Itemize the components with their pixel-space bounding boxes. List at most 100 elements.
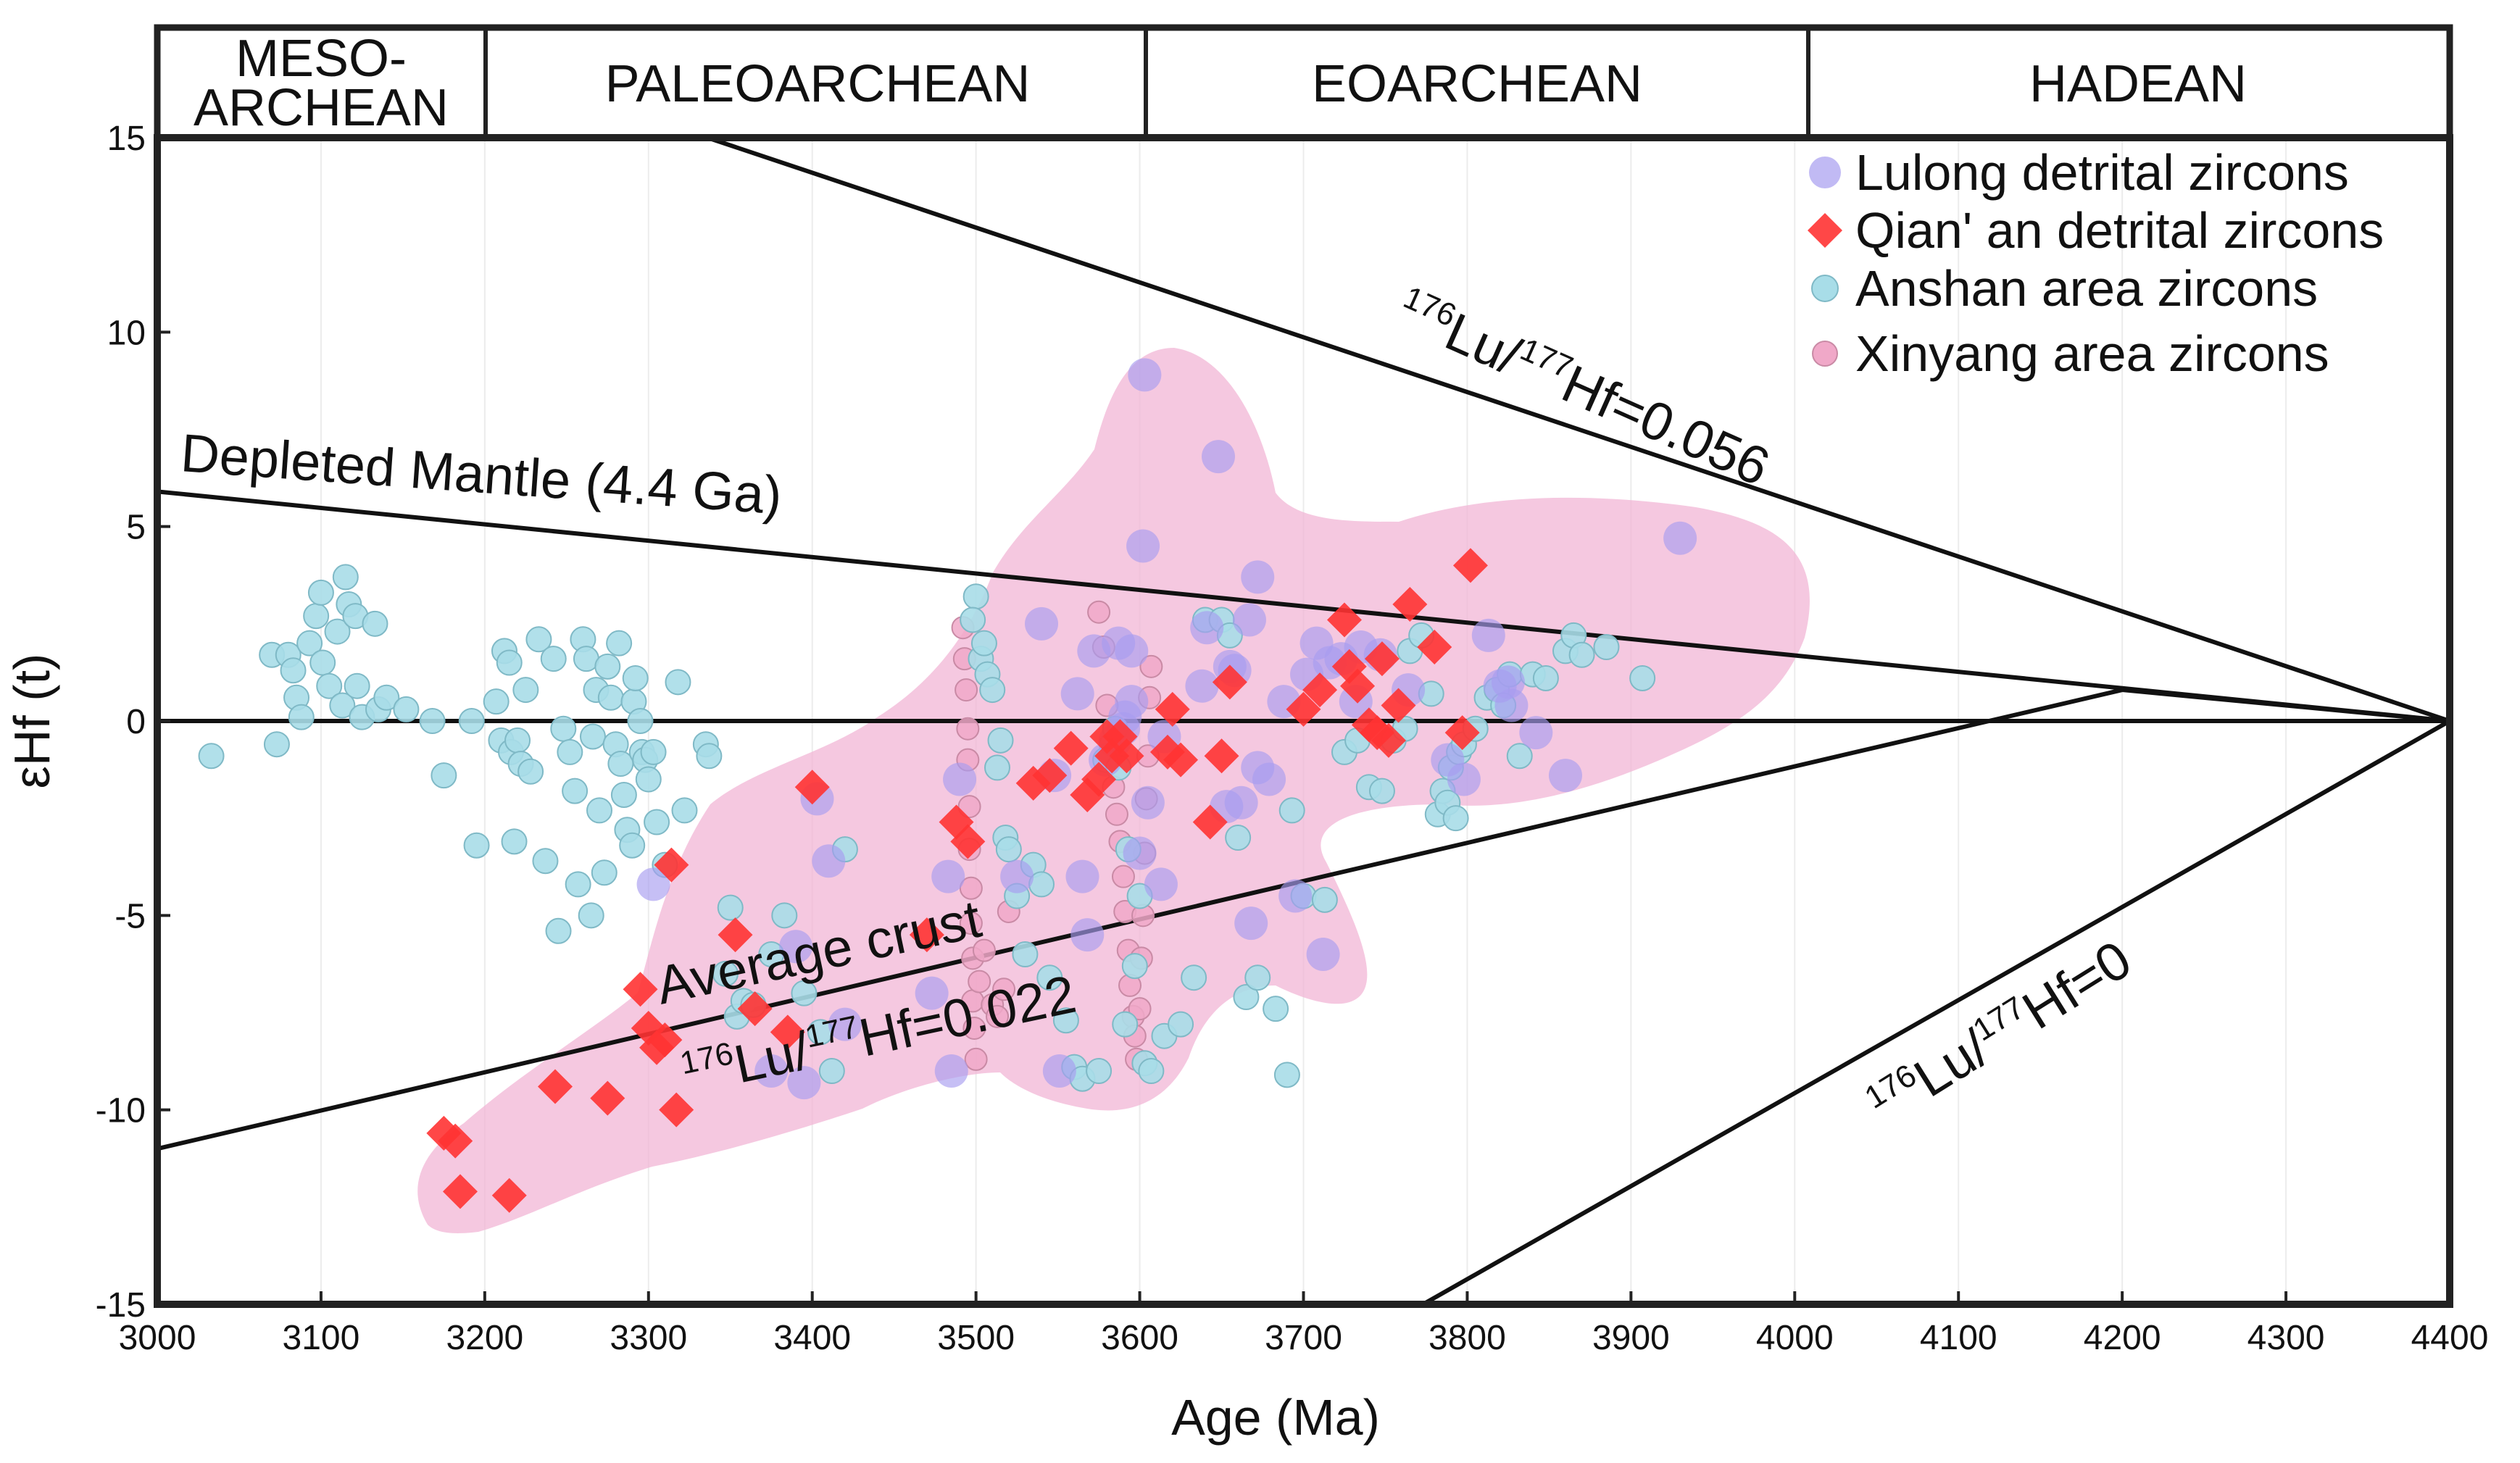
point-lulong-detrital-zircons [1144, 867, 1178, 901]
point-qian-an-detrital-zircons [491, 1178, 527, 1213]
point-anshan-area-zircons [431, 762, 457, 789]
point-anshan-area-zircons [512, 677, 539, 704]
point-anshan-area-zircons [545, 917, 572, 944]
point-anshan-area-zircons [586, 797, 613, 824]
point-qian-an-detrital-zircons [623, 972, 658, 1007]
point-anshan-area-zircons [463, 832, 490, 859]
point-anshan-area-zircons [532, 848, 559, 875]
point-qian-an-detrital-zircons [538, 1069, 573, 1104]
point-lulong-detrital-zircons [1025, 607, 1059, 641]
point-anshan-area-zircons [635, 766, 662, 793]
point-qian-an-detrital-zircons [1452, 548, 1488, 583]
point-lulong-detrital-zircons [1234, 906, 1268, 941]
point-anshan-area-zircons [960, 607, 986, 633]
point-anshan-area-zircons [1593, 634, 1620, 661]
point-anshan-area-zircons [303, 603, 330, 630]
point-lulong-detrital-zircons [1185, 669, 1219, 703]
point-qian-an-detrital-zircons [1444, 715, 1480, 751]
point-qian-an-detrital-zircons [909, 917, 944, 953]
y-axis: -15 -10 -5 0 5 10 15 [96, 120, 170, 1325]
point-qian-an-detrital-zircons [654, 847, 689, 883]
point-anshan-area-zircons [995, 836, 1022, 863]
point-lulong-detrital-zircons [1102, 626, 1136, 660]
legend-label-xinyang: Xinyang area zircons [1855, 325, 2329, 382]
point-lulong-detrital-zircons [1131, 785, 1165, 820]
point-anshan-area-zircons [296, 630, 323, 657]
era-label-paleoarchean: PALEOARCHEAN [605, 55, 1031, 113]
point-lulong-detrital-zircons [1128, 358, 1162, 392]
point-anshan-area-zircons [791, 980, 818, 1006]
point-anshan-area-zircons [1168, 1011, 1194, 1038]
depleted-mantle-label: Depleted Mantle (4.4 Ga) [179, 422, 784, 525]
point-anshan-area-zircons [591, 859, 617, 886]
point-qian-an-detrital-zircons [737, 991, 773, 1027]
era-header-frame [154, 24, 2453, 141]
point-anshan-area-zircons [565, 871, 591, 898]
point-anshan-area-zircons [717, 894, 744, 921]
point-qian-an-detrital-zircons [1053, 730, 1089, 766]
point-anshan-area-zircons [1506, 743, 1533, 770]
point-anshan-area-zircons [1181, 964, 1207, 991]
point-anshan-area-zircons [198, 743, 225, 770]
point-qian-an-detrital-zircons [1192, 804, 1228, 840]
point-anshan-area-zircons [979, 677, 1006, 704]
x-tick-label: 3700 [1265, 1319, 1342, 1357]
point-qian-an-detrital-zircons [1155, 691, 1190, 727]
legend-marker-qianan [1808, 213, 1842, 248]
point-xinyang-area-zircons [959, 912, 983, 935]
point-anshan-area-zircons [362, 610, 388, 637]
y-tick-label: -15 [96, 1286, 146, 1325]
era-header: MESO- ARCHEAN PALEOARCHEAN EOARCHEAN HAD… [154, 24, 2453, 141]
point-anshan-area-zircons [1263, 996, 1289, 1022]
x-tick-label: 3600 [1101, 1319, 1178, 1357]
point-xinyang-area-zircons [968, 970, 991, 993]
point-lulong-detrital-zircons [787, 1066, 821, 1100]
x-tick-label: 3400 [773, 1319, 851, 1357]
legend-marker-xinyang [1812, 341, 1838, 367]
point-lulong-detrital-zircons [1471, 618, 1505, 652]
lu-hf-0056-label: 176Lu/177Hf=0.056 [1388, 280, 1778, 497]
point-xinyang-area-zircons [992, 978, 1016, 1001]
y-axis-title: εHf (t) [4, 654, 60, 789]
point-anshan-area-zircons [1311, 886, 1338, 913]
point-anshan-area-zircons [419, 708, 446, 734]
lu-hf-0056-text2: Hf=0.056 [1554, 353, 1779, 497]
point-xinyang-area-zircons [964, 1047, 988, 1071]
point-lulong-detrital-zircons [1202, 440, 1236, 474]
point-qian-an-detrital-zircons [718, 917, 753, 953]
point-xinyang-area-zircons [962, 1016, 986, 1040]
legend-marker-lulong [1809, 157, 1841, 188]
era-label-eoarchean: EOARCHEAN [1312, 55, 1642, 113]
point-qian-an-detrital-zircons [1381, 688, 1416, 723]
point-anshan-area-zircons [329, 692, 356, 719]
y-tick-label: -5 [115, 897, 146, 935]
point-lulong-detrital-zircons [1278, 879, 1313, 913]
point-anshan-area-zircons [627, 708, 654, 734]
point-anshan-area-zircons [483, 688, 510, 715]
point-anshan-area-zircons [1568, 641, 1595, 668]
point-anshan-area-zircons [1278, 797, 1305, 824]
point-anshan-area-zircons [525, 626, 552, 653]
point-xinyang-area-zircons [1111, 864, 1135, 888]
x-tick-label: 3200 [446, 1319, 523, 1357]
y-tick-label: 10 [107, 314, 146, 352]
point-qian-an-detrital-zircons [1392, 587, 1428, 622]
point-anshan-area-zircons [594, 653, 621, 680]
ref-line-lu-hf-0.056 [707, 138, 2450, 723]
point-anshan-area-zircons [517, 758, 544, 785]
point-anshan-area-zircons [1052, 1007, 1079, 1034]
point-qian-an-detrital-zircons [647, 1022, 683, 1058]
point-qian-an-detrital-zircons [1340, 668, 1376, 704]
point-anshan-area-zircons [622, 664, 649, 691]
point-lulong-detrital-zircons [1042, 1054, 1076, 1088]
point-anshan-area-zircons [1629, 664, 1656, 691]
y-tick-label: 0 [126, 703, 146, 741]
point-anshan-area-zircons [557, 738, 583, 765]
legend-marker-anshan [1811, 275, 1839, 302]
y-tick-label: -10 [96, 1092, 146, 1130]
x-axis: 3000 3100 3200 3300 3400 3500 3600 3700 3800 3900… [119, 1291, 2488, 1357]
x-tick-label: 4000 [1756, 1319, 1834, 1357]
y-tick-label: 5 [126, 509, 146, 547]
point-anshan-area-zircons [771, 902, 798, 929]
